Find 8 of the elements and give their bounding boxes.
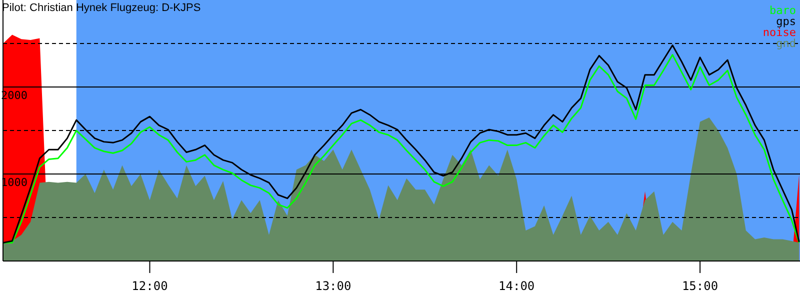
text: baro bbox=[770, 4, 796, 17]
x-tick-label: 14:00 bbox=[498, 279, 535, 293]
x-tick-label: 15:00 bbox=[682, 279, 718, 293]
text: gps bbox=[776, 15, 796, 28]
x-tick-label: 12:00 bbox=[132, 279, 168, 293]
text: noise bbox=[762, 26, 796, 39]
text: gnd bbox=[776, 37, 796, 50]
x-tick-label: 13:00 bbox=[315, 279, 352, 293]
